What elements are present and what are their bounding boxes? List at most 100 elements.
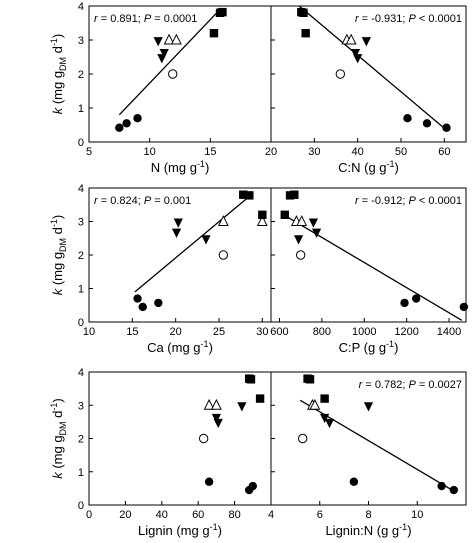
data-point [245, 191, 254, 200]
x-tick-label: 15 [126, 326, 138, 338]
data-point [320, 413, 330, 424]
x-axis-label: Lignin (mg g-1) [138, 522, 222, 538]
x-tick-label: 1200 [394, 326, 418, 338]
y-label-close: ) [50, 215, 65, 219]
data-point [422, 119, 432, 128]
data-point [349, 477, 359, 486]
data-point [255, 394, 265, 403]
x-axis-label-end: ) [209, 340, 213, 355]
data-point [449, 485, 459, 495]
data-point [350, 48, 361, 59]
x-tick-label: 60 [192, 509, 204, 521]
regression-line [299, 399, 455, 492]
stat-p-value: < 0.0001 [416, 13, 462, 25]
x-tick-label: 0 [86, 509, 92, 521]
plot-frame [88, 5, 272, 143]
data-point [138, 302, 147, 312]
x-tick-label: 6 [317, 509, 323, 521]
y-label-k: k [50, 287, 65, 295]
x-tick-label: 20 [170, 326, 182, 338]
x-axis-label-end: ) [218, 523, 222, 538]
x-tick-label: 10 [144, 146, 156, 158]
x-axis-label-sup: -1 [387, 159, 395, 169]
y-tick-label: 0 [78, 137, 84, 149]
x-axis-label: Ca (mg g-1) [147, 339, 213, 355]
x-axis-label-sup: -1 [197, 159, 205, 169]
data-point [154, 298, 163, 308]
data-point [459, 302, 469, 312]
data-point [308, 218, 319, 228]
x-axis-label-text: C:N (g g [338, 160, 386, 175]
data-point [157, 54, 167, 64]
panel-n: 5 10 15 20 0 1 2 3 4 N (mg g-1) r = 0.891; P = 0.0… [78, 1, 277, 175]
panel-cn: 30 40 50 60 C:N (g g-1) r = -0.931; P < 0.000… [270, 5, 467, 175]
x-tick-label: 50 [395, 146, 407, 158]
x-tick-label: 15 [204, 146, 216, 158]
y-axis-label-row-1: k (mg gDM d-1) [49, 34, 68, 115]
y-tick-label: 0 [78, 317, 84, 329]
data-point [293, 235, 304, 245]
stat-p-symbol: P [144, 13, 152, 25]
y-label-k: k [50, 106, 65, 114]
stat-p-value: = 0.001 [151, 195, 191, 207]
stat-r-symbol: r [94, 13, 99, 25]
data-point [163, 33, 175, 45]
y-tick-label: 4 [78, 183, 84, 195]
x-tick-label: 80 [228, 509, 240, 521]
data-point [218, 250, 229, 260]
data-point [171, 228, 182, 238]
stat-r-value: = -0.912; [359, 195, 409, 207]
data-point [400, 298, 409, 308]
data-point [246, 375, 256, 384]
data-point [285, 191, 295, 200]
y-label-sup: -1 [49, 403, 59, 411]
x-tick-label: 30 [308, 146, 320, 158]
data-point [411, 294, 421, 303]
x-tick-label: 10 [411, 509, 423, 521]
data-point [170, 33, 182, 45]
x-tick-label: 5 [86, 146, 92, 158]
stat-r-value: = -0.931; [359, 13, 409, 25]
data-point [122, 119, 131, 128]
data-point [309, 398, 321, 410]
y-label-rest: d [50, 411, 65, 422]
y-tick-label: 2 [78, 434, 84, 446]
data-point [305, 375, 315, 384]
data-point [299, 8, 308, 17]
stats-annotation: r = 0.891; P = 0.0001 [94, 13, 197, 25]
data-point [437, 481, 446, 491]
x-axis-label: Lignin:N (g g-1) [325, 522, 411, 538]
stat-r-symbol: r [359, 379, 364, 391]
stat-p-value: = 0.0001 [151, 13, 197, 25]
regression-line [283, 214, 463, 321]
stat-r-symbol: r [355, 13, 360, 25]
x-axis-label-sup: -1 [201, 339, 209, 349]
stat-r-value: = 0.824; [98, 195, 144, 207]
data-point [209, 29, 219, 38]
data-point [335, 69, 346, 79]
y-tick-label: 4 [78, 367, 84, 379]
y-label-text: (mg g [50, 435, 65, 472]
y-label-k: k [50, 471, 65, 479]
x-tick-label: 1000 [352, 326, 376, 338]
data-point [218, 7, 227, 17]
stat-r-symbol: r [355, 195, 360, 207]
x-axis-label-text: C:P (g g [339, 340, 386, 355]
stats-annotation: r = 0.782; P = 0.0027 [359, 379, 462, 391]
x-tick-label: 8 [365, 509, 371, 521]
y-tick-label: 0 [78, 500, 84, 512]
data-point [442, 123, 451, 132]
stat-p-value: < 0.0001 [416, 195, 462, 207]
y-axis-label-row-3: k (mg gDM d-1) [49, 398, 68, 479]
x-tick-label: 4 [268, 509, 274, 521]
data-point [198, 433, 209, 444]
y-label-close: ) [50, 398, 65, 402]
y-tick-label: 4 [78, 1, 84, 13]
data-point [133, 114, 142, 123]
data-point [403, 114, 412, 123]
data-point [363, 402, 374, 412]
x-axis-label-sup: -1 [210, 522, 218, 532]
regression-line [298, 5, 447, 131]
data-point [324, 418, 335, 429]
